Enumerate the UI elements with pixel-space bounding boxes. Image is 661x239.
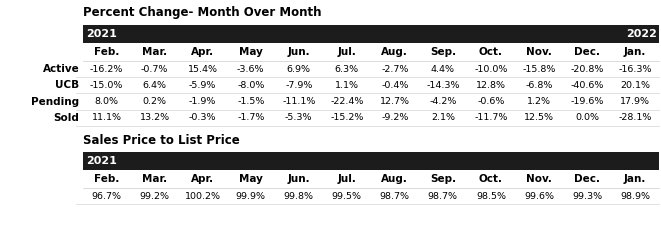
Text: 99.3%: 99.3% <box>572 192 602 201</box>
Text: Nov.: Nov. <box>526 174 552 184</box>
Text: -8.0%: -8.0% <box>237 81 264 90</box>
Text: Nov.: Nov. <box>526 47 552 57</box>
Text: -19.6%: -19.6% <box>570 97 603 106</box>
Text: Aug.: Aug. <box>381 47 408 57</box>
Bar <box>83 152 659 170</box>
Text: -15.0%: -15.0% <box>90 81 124 90</box>
Text: -5.9%: -5.9% <box>189 81 216 90</box>
Text: Jan.: Jan. <box>624 174 646 184</box>
Text: -14.3%: -14.3% <box>426 81 459 90</box>
Text: Apr.: Apr. <box>191 47 214 57</box>
Text: Sold: Sold <box>54 113 79 123</box>
Text: Mar.: Mar. <box>142 47 167 57</box>
Text: Oct.: Oct. <box>479 47 503 57</box>
Text: Aug.: Aug. <box>381 174 408 184</box>
Text: -0.4%: -0.4% <box>381 81 408 90</box>
Bar <box>83 25 659 43</box>
Text: -40.6%: -40.6% <box>570 81 603 90</box>
Text: 12.5%: 12.5% <box>524 113 554 122</box>
Text: 12.7%: 12.7% <box>380 97 410 106</box>
Text: 0.2%: 0.2% <box>143 97 167 106</box>
Text: -4.2%: -4.2% <box>429 97 457 106</box>
Text: Oct.: Oct. <box>479 174 503 184</box>
Text: -16.3%: -16.3% <box>618 65 652 74</box>
Text: Jul.: Jul. <box>337 47 356 57</box>
Text: 17.9%: 17.9% <box>620 97 650 106</box>
Text: 6.9%: 6.9% <box>287 65 311 74</box>
Text: 99.6%: 99.6% <box>524 192 554 201</box>
Text: 2021: 2021 <box>86 29 117 39</box>
Text: Sales Price to List Price: Sales Price to List Price <box>83 134 239 147</box>
Text: -9.2%: -9.2% <box>381 113 408 122</box>
Text: -15.2%: -15.2% <box>330 113 364 122</box>
Text: Percent Change- Month Over Month: Percent Change- Month Over Month <box>83 6 321 19</box>
Text: -15.8%: -15.8% <box>522 65 556 74</box>
Text: Jun.: Jun. <box>288 47 310 57</box>
Text: May: May <box>239 47 262 57</box>
Text: -0.6%: -0.6% <box>477 97 504 106</box>
Text: UCB: UCB <box>56 80 79 90</box>
Text: Mar.: Mar. <box>142 174 167 184</box>
Text: Jan.: Jan. <box>624 47 646 57</box>
Text: Feb.: Feb. <box>94 47 120 57</box>
Text: Feb.: Feb. <box>94 174 120 184</box>
Text: 12.8%: 12.8% <box>476 81 506 90</box>
Text: 20.1%: 20.1% <box>620 81 650 90</box>
Text: -16.2%: -16.2% <box>90 65 124 74</box>
Text: May: May <box>239 174 262 184</box>
Text: -28.1%: -28.1% <box>618 113 652 122</box>
Text: 8.0%: 8.0% <box>95 97 118 106</box>
Text: 99.8%: 99.8% <box>284 192 314 201</box>
Text: 2021: 2021 <box>86 156 117 166</box>
Text: 13.2%: 13.2% <box>139 113 170 122</box>
Text: 6.3%: 6.3% <box>334 65 359 74</box>
Text: Dec.: Dec. <box>574 174 600 184</box>
Text: 0.0%: 0.0% <box>575 113 599 122</box>
Text: -3.6%: -3.6% <box>237 65 264 74</box>
Text: 11.1%: 11.1% <box>92 113 122 122</box>
Text: 15.4%: 15.4% <box>188 65 217 74</box>
Text: -0.3%: -0.3% <box>189 113 216 122</box>
Text: Apr.: Apr. <box>191 174 214 184</box>
Text: -20.8%: -20.8% <box>570 65 603 74</box>
Text: 1.2%: 1.2% <box>527 97 551 106</box>
Text: 98.7%: 98.7% <box>380 192 410 201</box>
Text: -5.3%: -5.3% <box>285 113 313 122</box>
Text: -0.7%: -0.7% <box>141 65 169 74</box>
Text: Active: Active <box>42 64 79 74</box>
Text: 98.5%: 98.5% <box>476 192 506 201</box>
Text: 2022: 2022 <box>626 29 657 39</box>
Text: 1.1%: 1.1% <box>335 81 359 90</box>
Text: -6.8%: -6.8% <box>525 81 553 90</box>
Text: Sep.: Sep. <box>430 174 456 184</box>
Text: -10.0%: -10.0% <box>474 65 508 74</box>
Text: Jun.: Jun. <box>288 174 310 184</box>
Text: Pending: Pending <box>31 97 79 107</box>
Text: -22.4%: -22.4% <box>330 97 364 106</box>
Text: Jul.: Jul. <box>337 174 356 184</box>
Text: 98.9%: 98.9% <box>620 192 650 201</box>
Text: -1.9%: -1.9% <box>189 97 216 106</box>
Text: 99.2%: 99.2% <box>139 192 170 201</box>
Text: -11.1%: -11.1% <box>282 97 315 106</box>
Text: 100.2%: 100.2% <box>184 192 221 201</box>
Text: -2.7%: -2.7% <box>381 65 408 74</box>
Text: 99.9%: 99.9% <box>236 192 266 201</box>
Text: -1.7%: -1.7% <box>237 113 264 122</box>
Text: -1.5%: -1.5% <box>237 97 264 106</box>
Text: 4.4%: 4.4% <box>431 65 455 74</box>
Text: -7.9%: -7.9% <box>285 81 313 90</box>
Text: Sep.: Sep. <box>430 47 456 57</box>
Text: 98.7%: 98.7% <box>428 192 458 201</box>
Text: 96.7%: 96.7% <box>92 192 122 201</box>
Text: -11.7%: -11.7% <box>474 113 508 122</box>
Text: 99.5%: 99.5% <box>332 192 362 201</box>
Text: 2.1%: 2.1% <box>431 113 455 122</box>
Text: Dec.: Dec. <box>574 47 600 57</box>
Text: 6.4%: 6.4% <box>143 81 167 90</box>
